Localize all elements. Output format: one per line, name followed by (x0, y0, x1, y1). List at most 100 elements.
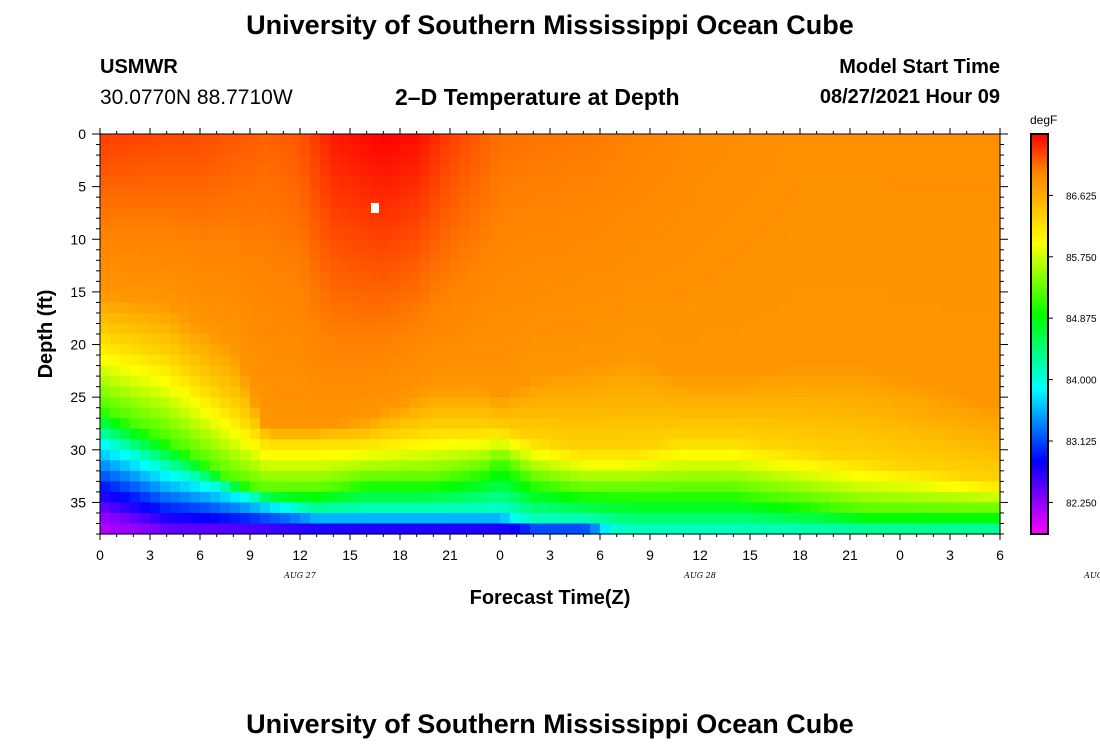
heatmap-cell (560, 176, 571, 188)
heatmap-cell (710, 449, 721, 461)
heatmap-cell (370, 512, 381, 525)
heatmap-cell (380, 323, 391, 335)
heatmap-cell (470, 249, 481, 261)
heatmap-cell (770, 249, 781, 261)
heatmap-cell (500, 228, 511, 240)
heatmap-cell (110, 312, 121, 325)
heatmap-cell (600, 281, 611, 293)
heatmap-cell (740, 491, 751, 504)
heatmap-cell (170, 176, 181, 188)
heatmap-cell (990, 197, 1001, 209)
heatmap-cell (750, 186, 761, 198)
heatmap-cell (410, 355, 421, 367)
heatmap-cell (740, 460, 751, 472)
heatmap-cell (890, 312, 901, 325)
heatmap-cell (670, 207, 681, 219)
heatmap-cell (520, 144, 531, 156)
heatmap-cell (250, 470, 261, 482)
heatmap-cell (400, 470, 411, 482)
heatmap-cell (120, 207, 131, 219)
heatmap-cell (290, 355, 301, 367)
heatmap-cell (230, 449, 241, 461)
heatmap-cell (290, 176, 301, 188)
heatmap-cell (800, 460, 811, 472)
heatmap-cell (930, 460, 941, 472)
heatmap-cell (130, 491, 141, 504)
heatmap-cell (640, 260, 651, 272)
heatmap-cell (620, 249, 631, 261)
heatmap-cell (750, 207, 761, 219)
heatmap-cell (530, 481, 541, 493)
heatmap-cell (420, 323, 431, 335)
heatmap-cell (300, 502, 311, 514)
heatmap-cell (950, 355, 961, 367)
heatmap-cell (400, 228, 411, 240)
heatmap-cell (200, 260, 211, 272)
heatmap-cell (840, 302, 851, 314)
heatmap-cell (170, 323, 181, 335)
heatmap-cell (190, 144, 201, 156)
heatmap-cell (620, 355, 631, 367)
heatmap-cell (700, 165, 711, 177)
heatmap-cell (880, 228, 891, 240)
heatmap-cell (750, 355, 761, 367)
heatmap-cell (700, 355, 711, 367)
heatmap-cell (670, 439, 681, 451)
heatmap-cell (590, 418, 601, 430)
heatmap-cell (470, 281, 481, 293)
heatmap-cell (580, 155, 591, 167)
heatmap-cell (260, 207, 271, 219)
heatmap-cell (480, 207, 491, 219)
heatmap-cell (910, 460, 921, 472)
heatmap-cell (770, 228, 781, 240)
heatmap-cell (540, 355, 551, 367)
heatmap-cell (670, 481, 681, 493)
heatmap-cell (850, 281, 861, 293)
heatmap-cell (300, 176, 311, 188)
heatmap-cell (570, 228, 581, 240)
heatmap-cell (910, 228, 921, 240)
heatmap-cell (820, 207, 831, 219)
heatmap-cell (280, 239, 291, 251)
heatmap-cell (880, 312, 891, 325)
heatmap-cell (610, 523, 621, 535)
heatmap-cell (730, 418, 741, 430)
heatmap-cell (140, 428, 151, 440)
heatmap-cell (810, 502, 821, 514)
heatmap-cell (350, 302, 361, 314)
heatmap-cell (510, 260, 521, 272)
heatmap-cell (960, 355, 971, 367)
heatmap-cell (760, 481, 771, 493)
heatmap-cell (980, 344, 991, 356)
heatmap-cell (920, 407, 931, 419)
heatmap-cell (140, 376, 151, 388)
heatmap-cell (200, 376, 211, 388)
heatmap-cell (490, 144, 501, 156)
heatmap-cell (250, 270, 261, 282)
heatmap-cell (510, 439, 521, 451)
heatmap-cell (170, 228, 181, 240)
heatmap-cell (700, 302, 711, 314)
heatmap-cell (450, 249, 461, 261)
heatmap-cell (880, 155, 891, 167)
heatmap-cell (710, 134, 721, 146)
heatmap-cell (850, 439, 861, 451)
heatmap-cell (880, 386, 891, 398)
heatmap-cell (300, 218, 311, 230)
heatmap-cell (440, 470, 451, 482)
heatmap-cell (970, 186, 981, 198)
heatmap-cell (210, 523, 221, 535)
heatmap-cell (990, 323, 1001, 335)
heatmap-cell (260, 481, 271, 493)
heatmap-cell (850, 197, 861, 209)
heatmap-cell (110, 134, 121, 146)
heatmap-cell (270, 323, 281, 335)
x-day-label: AUG 27 (283, 571, 317, 580)
heatmap-cell (370, 260, 381, 272)
heatmap-cell (330, 260, 341, 272)
heatmap-cell (610, 176, 621, 188)
heatmap-cell (800, 397, 811, 409)
heatmap-cell (920, 312, 931, 325)
heatmap-cell (960, 176, 971, 188)
heatmap-cell (680, 428, 691, 440)
